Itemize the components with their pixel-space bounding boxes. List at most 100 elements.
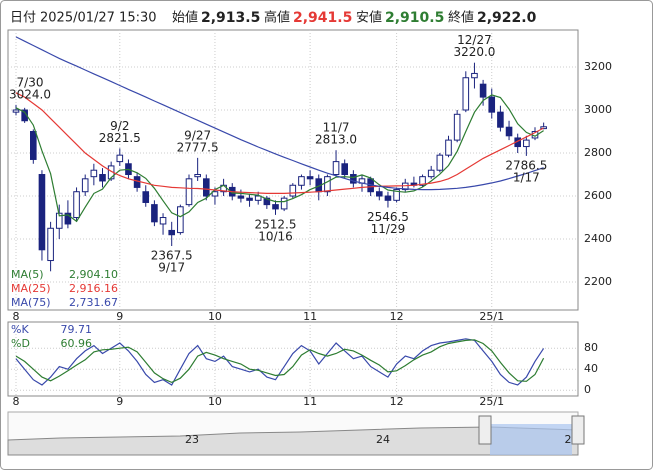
line	[15, 36, 544, 191]
legend-name: %D	[11, 337, 30, 350]
y-tick-label: 2800	[584, 146, 612, 159]
annotation: 11/7	[323, 121, 350, 135]
candle-body	[116, 154, 124, 163]
candle-body	[393, 189, 400, 201]
candle-body	[488, 96, 496, 113]
candle-body	[38, 174, 46, 251]
annotation: 7/30	[17, 75, 44, 89]
y-tick-label: 3200	[584, 60, 612, 73]
x-tick-label: 12	[390, 395, 404, 408]
line	[15, 338, 545, 386]
candle-body	[246, 197, 253, 201]
candle-body	[523, 139, 530, 148]
candle-body	[254, 195, 262, 201]
x-tick-label: 10	[208, 310, 222, 323]
candle-body	[159, 217, 167, 225]
stoch-panel	[7, 321, 579, 397]
legend-value: 60.96	[61, 337, 93, 350]
candle-body	[479, 83, 487, 98]
close-label: 終値	[448, 10, 474, 26]
x-tick-label: 9	[116, 395, 123, 408]
navigator-label: 2	[565, 433, 572, 446]
candle-body	[445, 139, 452, 156]
legend-value: 79.71	[61, 323, 93, 336]
candle-body	[453, 113, 461, 141]
annotation: 2777.5	[177, 140, 219, 154]
close: 2,922.0	[477, 10, 537, 26]
annotation: 2786.5	[505, 158, 547, 172]
navigator: 23 24 2	[7, 411, 585, 456]
annotation: 2546.5	[367, 210, 409, 224]
annotation: 10/16	[258, 229, 293, 243]
x-tick-label: 11	[303, 310, 317, 323]
candle-body	[185, 178, 193, 206]
candle-body	[384, 195, 392, 201]
x-tick-label: 10	[208, 395, 222, 408]
x-tick-label: 11	[303, 395, 317, 408]
header: 日付 2025/01/27 15:30 始値 2,913.5 高値 2,941.…	[10, 10, 537, 27]
candle-body	[47, 227, 54, 262]
legend-value: 2,731.67	[69, 296, 118, 309]
candle-body	[30, 131, 37, 160]
candle-body	[151, 204, 158, 223]
y-tick-label: 2200	[584, 275, 612, 288]
annotation: 9/27	[184, 128, 211, 142]
annotation: 9/17	[158, 261, 185, 275]
candle-body	[505, 126, 513, 137]
candle-body	[64, 212, 72, 225]
candle-body	[289, 184, 297, 197]
annotation: 11/29	[371, 222, 406, 236]
candle-body	[263, 197, 271, 206]
candle-body	[142, 191, 150, 203]
annotation: 2813.0	[315, 133, 357, 147]
annotation: 1/17	[513, 170, 540, 184]
candle-body	[12, 109, 20, 113]
candle-body	[73, 191, 80, 219]
annotation: 2512.5	[255, 217, 297, 231]
candle-body	[471, 72, 478, 79]
candle-body	[332, 161, 340, 176]
y-tick-label: 2400	[584, 232, 612, 245]
candle-body	[272, 204, 279, 210]
x-tick-label: 25/1	[479, 310, 504, 323]
candle-body	[298, 176, 305, 186]
low-label: 安値	[356, 10, 382, 26]
legend-name: MA(75)	[11, 296, 51, 309]
low: 2,910.5	[385, 10, 444, 26]
candle-body	[324, 176, 331, 193]
y-tick-label: 40	[584, 362, 598, 375]
candle-body	[462, 77, 470, 111]
y-tick-label: 0	[584, 383, 591, 396]
line	[15, 94, 544, 223]
candle-body	[306, 176, 314, 180]
x-tick-label: 8	[13, 395, 20, 408]
date: 2025/01/27 15:30	[40, 11, 157, 26]
candle-body	[90, 169, 98, 178]
annotation: 12/27	[457, 33, 492, 47]
candle-body	[427, 169, 435, 178]
x-tick-label: 9	[116, 310, 123, 323]
candle-body	[81, 178, 89, 193]
y-tick-label: 2600	[584, 189, 612, 202]
annotation: 3024.0	[9, 87, 51, 101]
navigator-handle-left[interactable]	[478, 415, 492, 445]
legend-name: MA(25)	[11, 282, 51, 295]
navigator-label: 23	[185, 433, 199, 446]
annotation: 2367.5	[151, 249, 193, 263]
navigator-area	[7, 426, 579, 456]
open-label: 始値	[172, 10, 198, 26]
annotation: 3220.0	[453, 45, 495, 59]
navigator-handle-right[interactable]	[571, 415, 585, 445]
date-label: 日付	[10, 11, 36, 26]
navigator-range[interactable]	[490, 424, 572, 455]
line	[15, 92, 544, 194]
x-tick-label: 12	[390, 310, 404, 323]
high-label: 高値	[264, 10, 290, 26]
y-tick-label: 3000	[584, 103, 612, 116]
annotation: 2821.5	[99, 131, 141, 145]
candle-body	[436, 154, 444, 171]
legend-value: 2,916.16	[69, 282, 118, 295]
candle-body	[376, 191, 383, 197]
candle-body	[203, 178, 210, 197]
